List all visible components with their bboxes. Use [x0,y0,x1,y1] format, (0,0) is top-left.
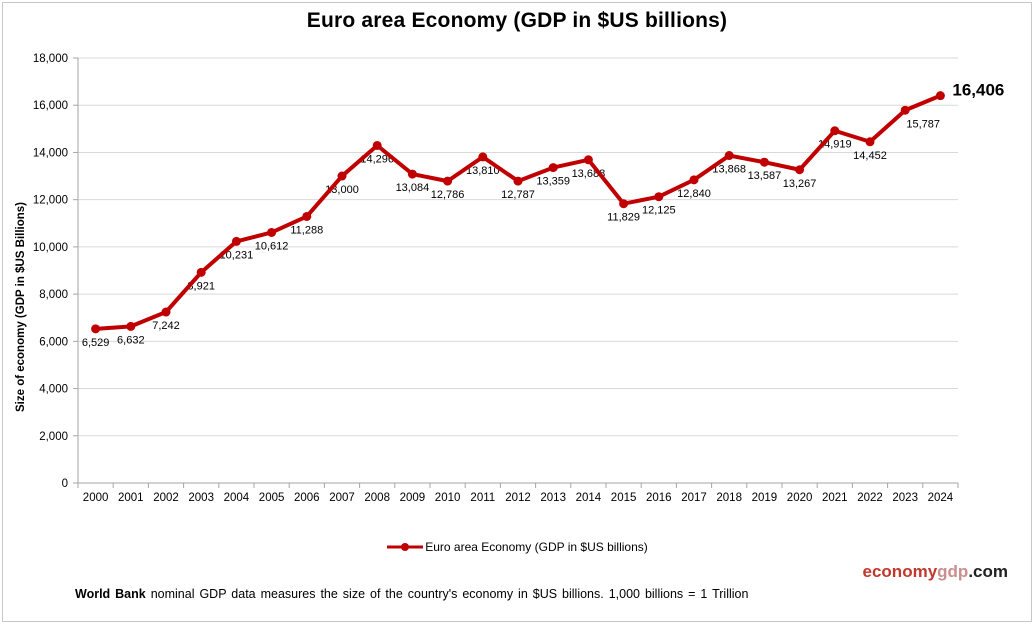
y-tick-label: 4,000 [39,384,68,396]
x-tick-label: 2008 [364,492,390,504]
branding-gdp: gdp [937,562,969,581]
data-point [583,155,593,165]
y-tick-label: 14,000 [33,147,68,159]
branding-logo: economygdp.com [863,562,1008,582]
data-label: 10,231 [220,249,254,261]
x-tick-label: 2016 [646,492,672,504]
data-point [759,157,769,167]
data-label: 13,359 [536,176,570,188]
legend-line-marker-icon [387,543,424,551]
data-point [407,169,417,179]
x-tick-label: 2009 [400,492,426,504]
x-tick-label: 2000 [83,492,109,504]
data-point [513,176,523,186]
data-point [865,137,875,147]
x-tick-label: 2021 [822,492,848,504]
x-tick-label: 2013 [540,492,566,504]
data-label: 10,612 [255,240,289,252]
data-label: 11,829 [607,212,640,224]
data-point [548,163,558,173]
branding-com: .com [968,562,1008,581]
x-tick-label: 2001 [118,492,144,504]
data-point [267,227,277,237]
chart-title: Euro area Economy (GDP in $US billions) [306,9,728,32]
legend-label: Euro area Economy (GDP in $US billions) [425,540,648,554]
data-point [689,175,699,185]
data-label: 8,921 [187,280,215,292]
data-label: 12,786 [431,189,465,201]
x-tick-label: 2018 [716,492,742,504]
y-tick-label: 8,000 [39,289,68,301]
data-point [372,140,382,150]
data-point [231,236,241,246]
y-tick-label: 12,000 [33,195,68,207]
x-tick-label: 2023 [892,492,918,504]
data-label: 13,810 [466,165,500,177]
x-tick-label: 2015 [611,492,637,504]
legend: Euro area Economy (GDP in $US billions) [0,540,1034,554]
data-point [478,152,488,162]
x-tick-label: 2007 [329,492,355,504]
data-point [443,176,453,186]
data-point [126,321,136,331]
data-label: 12,787 [501,189,535,201]
data-label: 12,840 [677,188,711,200]
x-tick-label: 2011 [470,492,495,504]
data-point [935,91,945,101]
x-tick-label: 2020 [787,492,813,504]
y-tick-label: 18,000 [33,53,68,65]
data-point [900,105,910,115]
x-tick-label: 2010 [435,492,461,504]
data-label: 15,787 [906,118,940,130]
data-point [337,171,347,181]
data-point [302,211,312,221]
data-label: 13,868 [712,164,746,176]
y-tick-label: 0 [62,478,68,490]
branding-economy: economy [862,562,938,581]
gdp-line-chart: 0 2,000 4,000 6,000 8,000 10,000 12,000 14,000 1… [33,53,1005,504]
x-tick-label: 2019 [752,492,778,504]
data-point [795,165,805,175]
data-label: 6,529 [82,337,110,349]
data-label: 12,125 [642,205,676,217]
data-point [619,199,629,209]
data-point [654,192,664,202]
data-point [161,307,171,317]
x-tick-label: 2006 [294,492,320,504]
data-label: 16,406 [952,81,1004,100]
data-label: 6,632 [117,334,145,346]
x-tick-label: 2004 [224,492,250,504]
y-tick-label: 10,000 [33,242,68,254]
footer-note-bold: World Bank [75,587,146,601]
y-tick-label: 16,000 [33,100,68,112]
x-tick-label: 2002 [153,492,179,504]
data-label: 14,452 [853,150,887,162]
data-label: 11,288 [290,224,323,236]
data-label: 13,587 [748,170,782,182]
x-tick-label: 2024 [928,492,954,504]
x-tick-label: 2022 [857,492,883,504]
data-point [724,151,734,161]
data-point [830,126,840,136]
data-label: 13,267 [783,178,817,190]
x-tick-label: 2017 [681,492,707,504]
x-tick-label: 2012 [505,492,531,504]
data-point [196,267,206,277]
x-tick-label: 2005 [259,492,285,504]
footer-note: World Bank nominal GDP data measures the… [75,587,835,601]
data-point [91,324,101,334]
data-label: 7,242 [152,320,180,332]
x-tick-label: 2014 [576,492,602,504]
footer-note-text: nominal GDP data measures the size of th… [145,587,749,601]
data-label: 13,084 [396,182,430,194]
y-tick-label: 6,000 [39,336,68,348]
x-tick-label: 2003 [188,492,214,504]
data-label: 14,296 [360,153,394,165]
y-tick-label: 2,000 [39,431,68,443]
